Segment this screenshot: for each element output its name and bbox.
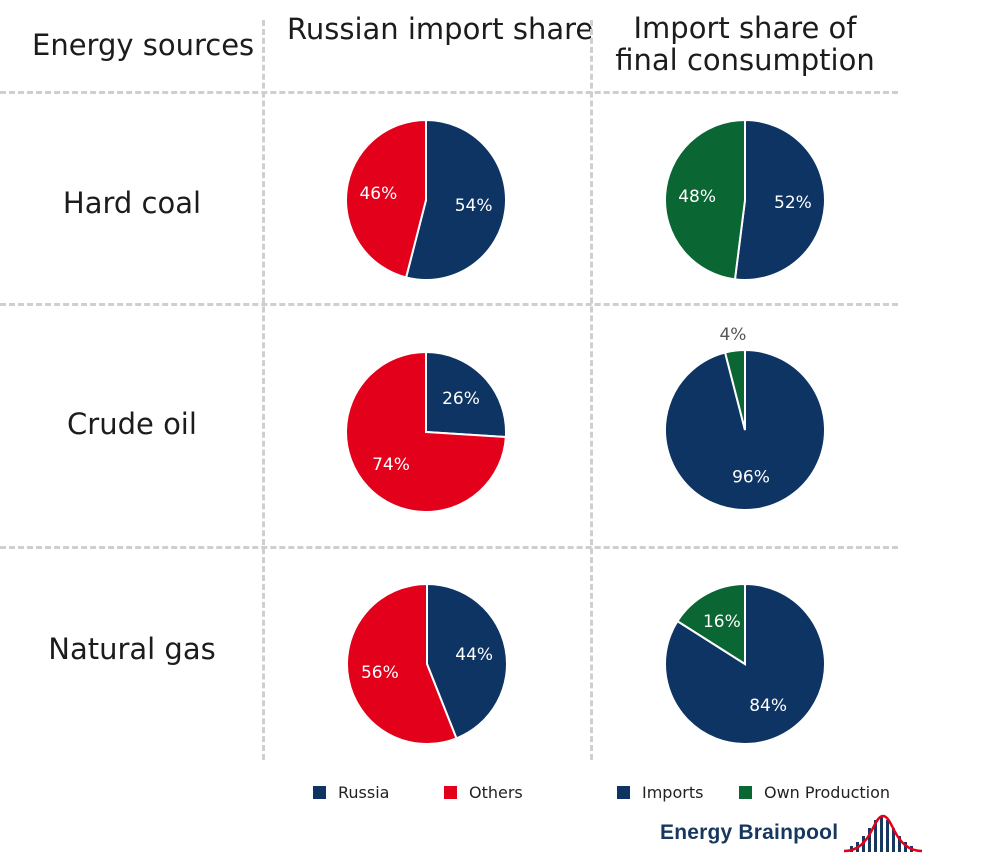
pie-slice-imports [733, 118, 826, 281]
legend-swatch-own-production [739, 786, 752, 799]
divider-line [0, 546, 898, 549]
pie-chart-natural-gas-russian: 44% 56% [346, 582, 508, 745]
logo-bars-icon [844, 814, 923, 853]
legend-item-own-production: Own Production [739, 783, 890, 802]
pie-slice-label: 56% [361, 663, 399, 683]
row-label-crude-oil: Crude oil [67, 407, 197, 441]
pie-slice-own-production [723, 348, 746, 431]
pie-slice-label: 16% [703, 612, 741, 632]
legend-label-own-production: Own Production [764, 783, 891, 802]
pie-slice-russia [425, 350, 507, 439]
legend-item-imports: Imports [617, 783, 703, 802]
pie-slice-label: 48% [678, 187, 716, 207]
legend-swatch-imports [617, 786, 630, 799]
legend-item-russia: Russia [313, 783, 389, 802]
legend-label-others: Others [469, 783, 523, 802]
divider-line [0, 303, 898, 306]
pie-slice-russia [426, 582, 508, 740]
logo-text: Energy Brainpool [660, 821, 839, 844]
legend-swatch-russia [313, 786, 326, 799]
legend-swatch-others [444, 786, 457, 799]
header-russian-import-share: Russian import share [287, 12, 594, 46]
pie-slice-own-production [676, 582, 746, 666]
pie-slice-others [345, 350, 507, 513]
legend-label-imports: Imports [642, 783, 704, 802]
header-energy-sources: Energy sources [32, 28, 255, 62]
column-divider [262, 20, 265, 760]
pie-slice-label: 54% [455, 196, 493, 216]
pie-slice-label: 96% [732, 468, 770, 488]
divider-line [0, 91, 898, 94]
row-label-hard-coal: Hard coal [62, 186, 202, 220]
pie-chart-crude-oil-import: 96% 4% [664, 325, 826, 511]
pie-slice-label: 52% [774, 193, 812, 213]
legend-label-russia: Russia [338, 783, 390, 802]
pie-slice-russia [404, 118, 507, 281]
pie-slice-others [345, 118, 427, 279]
pie-slice-label: 4% [719, 325, 746, 345]
pie-slice-label: 84% [749, 696, 787, 716]
pie-slice-label: 44% [455, 645, 493, 665]
pie-chart-natural-gas-import: 84% 16% [664, 582, 826, 745]
legend-item-others: Others [444, 783, 523, 802]
header-import-share-final: Import share of final consumption [615, 11, 875, 77]
row-label-natural-gas: Natural gas [48, 632, 216, 666]
pie-slice-label: 46% [359, 184, 397, 204]
pie-slice-label: 74% [372, 455, 410, 475]
pie-chart-crude-oil-russian: 26% 74% [345, 350, 507, 513]
pie-slice-others [346, 582, 458, 745]
pie-slice-label: 26% [442, 389, 480, 409]
column-divider [590, 20, 593, 760]
pie-chart-hard-coal-russian: 54% 46% [345, 118, 507, 281]
pie-slice-own-production [664, 118, 746, 281]
pie-chart-hard-coal-import: 52% 48% [664, 118, 826, 281]
energy-brainpool-logo: Energy Brainpool [660, 812, 923, 854]
